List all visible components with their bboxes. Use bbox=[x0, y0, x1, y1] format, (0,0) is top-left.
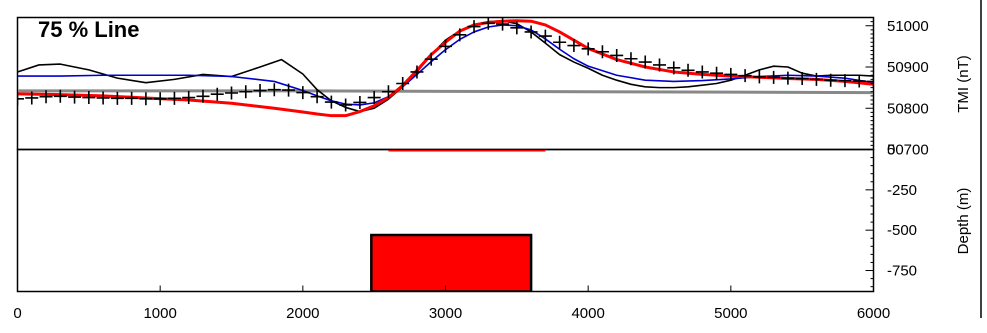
observed-point bbox=[381, 85, 395, 99]
observed-point bbox=[496, 18, 510, 31]
observed-point bbox=[410, 65, 424, 79]
observed-point bbox=[25, 91, 39, 105]
observed-point bbox=[624, 52, 638, 66]
observed-point bbox=[695, 65, 709, 79]
observed-point bbox=[510, 21, 524, 35]
x-tick-label: 5000 bbox=[714, 305, 747, 322]
observed-point bbox=[18, 92, 24, 106]
x-tick-label: 3000 bbox=[429, 305, 462, 322]
observed-point bbox=[581, 42, 595, 56]
tmi-tick-label: 50900 bbox=[887, 59, 929, 76]
observed-point bbox=[767, 70, 781, 84]
tmi-tick-label: 50700 bbox=[887, 142, 929, 159]
observed-point bbox=[153, 92, 167, 106]
observed-point bbox=[852, 74, 866, 88]
observed-point bbox=[39, 90, 53, 104]
observed-point bbox=[667, 61, 681, 75]
observed-point bbox=[538, 29, 552, 43]
observed-point bbox=[681, 63, 695, 77]
observed-point bbox=[653, 58, 666, 72]
observed-point bbox=[795, 72, 809, 86]
depth-tick-label: 0 bbox=[887, 142, 895, 159]
x-tick-label: 2000 bbox=[286, 305, 319, 322]
x-tick-label: 4000 bbox=[571, 305, 604, 322]
series-line bbox=[18, 19, 873, 118]
observed-point bbox=[53, 89, 67, 103]
source-body bbox=[370, 233, 533, 291]
observed-point bbox=[595, 45, 609, 59]
observed-point bbox=[167, 91, 181, 105]
observed-point bbox=[567, 39, 581, 53]
top-panel-series bbox=[18, 18, 873, 118]
observed-point bbox=[282, 83, 296, 97]
depth-tick-label: -500 bbox=[887, 222, 917, 239]
observed-point bbox=[196, 89, 210, 103]
observed-point bbox=[296, 86, 310, 100]
observed-point bbox=[182, 91, 196, 105]
observed-point bbox=[324, 95, 338, 109]
top-panel-frame bbox=[16, 16, 875, 151]
observed-point bbox=[824, 73, 838, 87]
observed-point bbox=[396, 77, 410, 90]
observed-point bbox=[125, 91, 139, 105]
observed-point bbox=[82, 91, 96, 105]
observed-point bbox=[267, 83, 281, 97]
observed-point bbox=[481, 18, 495, 30]
observed-point bbox=[610, 48, 624, 62]
tmi-tick-label: 50800 bbox=[887, 100, 929, 117]
observed-point bbox=[110, 91, 124, 105]
observed-point bbox=[96, 91, 110, 105]
observed-point bbox=[724, 67, 738, 81]
observed-point bbox=[638, 55, 652, 69]
x-tick-label: 0 bbox=[13, 305, 21, 322]
observed-point bbox=[68, 90, 82, 104]
chart-title: 75 % Line bbox=[38, 17, 139, 42]
observed-point bbox=[752, 70, 766, 84]
observed-point bbox=[838, 74, 852, 88]
depth-tick-label: -250 bbox=[887, 182, 917, 199]
observed-point bbox=[310, 90, 324, 104]
observed-point bbox=[225, 86, 238, 100]
observed-point bbox=[467, 20, 481, 34]
observed-point bbox=[809, 72, 823, 86]
observed-point bbox=[367, 91, 381, 105]
x-axis: 0 1000 2000 3000 4000 5000 6000 bbox=[13, 285, 890, 322]
depth-axis: 0 -250 -500 -750 bbox=[865, 142, 917, 288]
depth-tick-label: -750 bbox=[887, 263, 917, 280]
observed-point bbox=[553, 35, 567, 49]
observed-point bbox=[210, 87, 224, 101]
observed-point bbox=[524, 25, 538, 39]
tmi-axis-title: TMI (nT) bbox=[955, 55, 972, 113]
x-tick-label: 6000 bbox=[857, 305, 890, 322]
depth-axis-title: Depth (m) bbox=[955, 188, 972, 255]
observed-point bbox=[253, 84, 267, 98]
observed-point bbox=[738, 69, 752, 83]
observed-point bbox=[139, 92, 153, 106]
bottom-panel-marks bbox=[370, 150, 546, 291]
observed-point bbox=[424, 52, 438, 66]
series-line bbox=[18, 24, 873, 106]
x-tick-label: 1000 bbox=[143, 305, 176, 322]
series-line bbox=[18, 89, 873, 95]
observed-point bbox=[867, 74, 873, 88]
observed-point bbox=[239, 85, 253, 99]
observed-point bbox=[453, 28, 467, 42]
observed-point bbox=[439, 39, 452, 53]
observed-point bbox=[353, 95, 367, 109]
tmi-axis: 51000 50900 50800 50700 bbox=[865, 18, 929, 159]
tmi-tick-label: 51000 bbox=[887, 18, 929, 35]
observed-point bbox=[339, 98, 353, 112]
observed-point bbox=[781, 71, 795, 85]
observed-point bbox=[710, 66, 724, 80]
